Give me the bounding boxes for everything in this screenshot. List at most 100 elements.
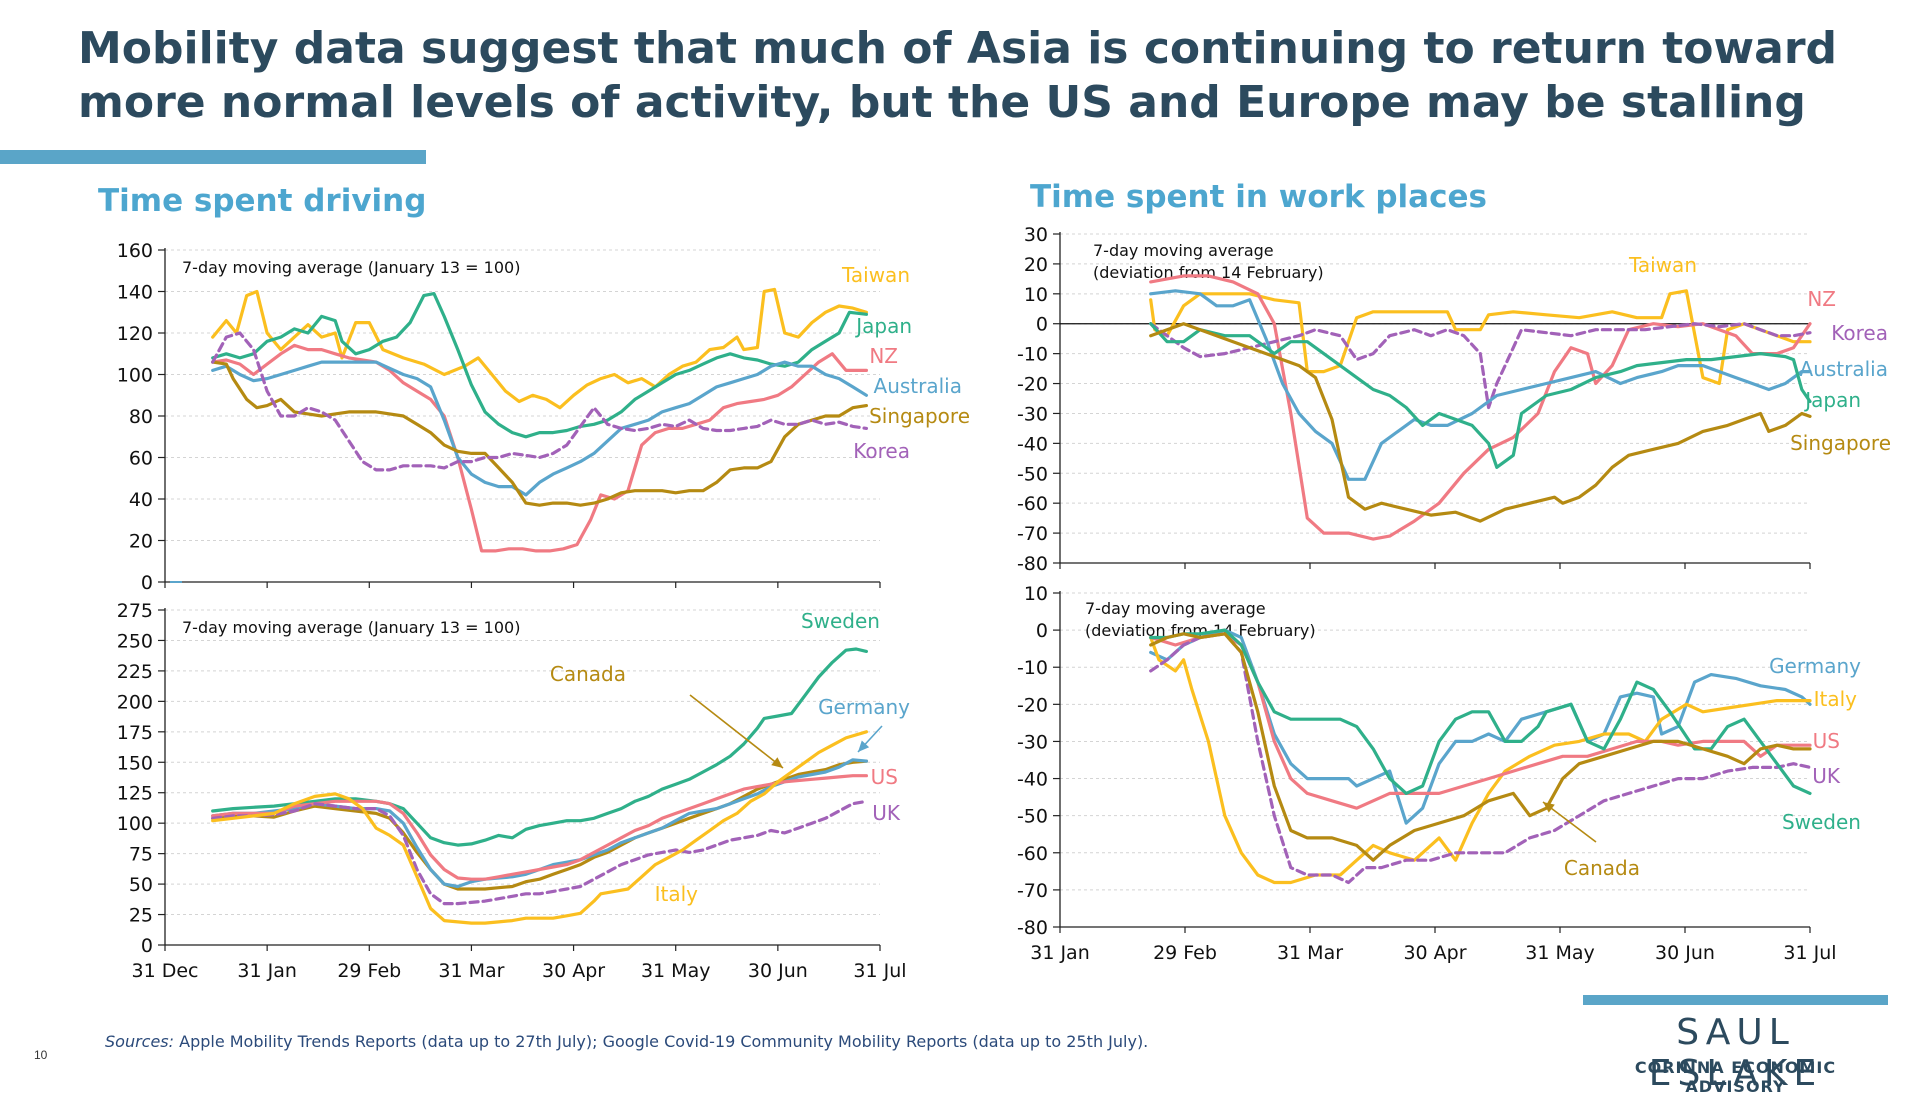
- x-tick-label: 31 Jul: [853, 960, 906, 982]
- sources-footnote: Sources: Apple Mobility Trends Reports (…: [105, 1032, 1148, 1051]
- series-label-japan: Japan: [854, 314, 912, 338]
- series-label-sweden: Sweden: [801, 609, 880, 633]
- label-arrow: [1542, 801, 1597, 843]
- series-label-sweden: Sweden: [1782, 810, 1861, 834]
- series-line-japan: [1149, 322, 1812, 469]
- chart-note: 7-day moving average: [1085, 599, 1266, 618]
- y-tick-label: 120: [117, 323, 153, 345]
- y-tick-label: -30: [1017, 403, 1048, 425]
- y-tick-label: -30: [1017, 731, 1048, 753]
- x-tick-label: 31 Jan: [1030, 942, 1090, 964]
- series-label-taiwan: Taiwan: [1628, 253, 1697, 277]
- section-title-driving: Time spent driving: [98, 183, 427, 219]
- series-line-uk: [211, 799, 868, 906]
- series-line-singapore: [1149, 322, 1812, 523]
- title-accent-bar: [0, 150, 426, 164]
- chart-note: 7-day moving average (January 13 = 100): [182, 258, 520, 277]
- y-tick-label: -10: [1017, 344, 1048, 366]
- series-label-uk: UK: [1812, 764, 1841, 788]
- slide-title: Mobility data suggest that much of Asia …: [78, 23, 1838, 128]
- x-tick-label: 30 Apr: [1403, 942, 1466, 964]
- chart-note: 7-day moving average: [1093, 241, 1274, 260]
- chart-note: 7-day moving average (January 13 = 100): [182, 618, 520, 637]
- series-line-australia: [1149, 289, 1812, 481]
- y-tick-label: -40: [1017, 769, 1048, 791]
- y-tick-label: 140: [117, 282, 153, 304]
- y-tick-label: 0: [1036, 314, 1048, 336]
- series-line-taiwan: [211, 287, 868, 410]
- series-label-japan: Japan: [1803, 388, 1861, 412]
- series-line-taiwan: [1149, 289, 1812, 386]
- series-label-australia: Australia: [874, 374, 962, 398]
- series-label-korea: Korea: [853, 439, 910, 463]
- y-tick-label: -50: [1017, 806, 1048, 828]
- series-line-korea: [211, 331, 868, 472]
- series-line-us: [211, 774, 868, 881]
- series-line-nz: [211, 343, 868, 553]
- x-tick-label: 30 Jun: [1655, 942, 1715, 964]
- series-line-uk: [1149, 632, 1812, 885]
- series-line-canada: [1149, 632, 1812, 862]
- y-tick-label: 100: [117, 365, 153, 387]
- y-tick-label: 0: [141, 572, 153, 594]
- series-label-italy: Italy: [655, 882, 699, 906]
- series-label-australia: Australia: [1800, 357, 1888, 381]
- series-line-sweden: [211, 647, 868, 847]
- series-line-germany: [1149, 628, 1812, 825]
- series-label-us: US: [1813, 729, 1840, 753]
- y-tick-label: 75: [129, 844, 153, 866]
- y-tick-label: -50: [1017, 463, 1048, 485]
- logo-accent-bar: [1583, 995, 1888, 1005]
- x-tick-label: 31 Jul: [1783, 942, 1836, 964]
- y-tick-label: -80: [1017, 553, 1048, 575]
- x-tick-label: 30 Jun: [748, 960, 808, 982]
- series-line-italy: [211, 730, 868, 925]
- label-arrow-head: [1543, 802, 1555, 813]
- series-label-canada: Canada: [1564, 856, 1640, 880]
- y-tick-label: 275: [117, 600, 153, 622]
- series-label-us: US: [871, 765, 898, 789]
- x-tick-label: 31 Jan: [237, 960, 297, 982]
- y-tick-label: -60: [1017, 493, 1048, 515]
- series-label-italy: Italy: [1814, 687, 1858, 711]
- y-tick-label: 250: [117, 630, 153, 652]
- y-tick-label: 175: [117, 722, 153, 744]
- y-tick-label: -70: [1017, 880, 1048, 902]
- y-tick-label: 150: [117, 752, 153, 774]
- x-tick-label: 31 Mar: [1277, 942, 1343, 964]
- y-tick-label: 200: [117, 691, 153, 713]
- series-label-germany: Germany: [1769, 654, 1861, 678]
- y-tick-label: 125: [117, 783, 153, 805]
- page-number: 10: [34, 1048, 48, 1062]
- series-label-nz: NZ: [1807, 287, 1836, 311]
- series-label-korea: Korea: [1831, 321, 1888, 345]
- y-tick-label: 40: [129, 489, 153, 511]
- x-tick-label: 31 May: [1525, 942, 1595, 964]
- series-line-us: [1149, 632, 1812, 810]
- y-tick-label: -40: [1017, 433, 1048, 455]
- x-tick-label: 30 Apr: [542, 960, 605, 982]
- y-tick-label: 20: [129, 531, 153, 553]
- label-arrow-head: [771, 757, 783, 768]
- sources-label: Sources:: [105, 1032, 175, 1051]
- series-line-singapore: [211, 360, 868, 507]
- chart-note: (deviation from 14 February): [1085, 621, 1316, 640]
- chart-note: (deviation from 14 February): [1093, 263, 1324, 282]
- label-arrow: [689, 694, 784, 769]
- label-arrow-head: [858, 740, 870, 752]
- x-tick-label: 29 Feb: [1153, 942, 1217, 964]
- x-tick-label: 31 Mar: [438, 960, 504, 982]
- series-label-canada: Canada: [550, 662, 626, 686]
- y-tick-label: 50: [129, 874, 153, 896]
- y-tick-label: 100: [117, 813, 153, 835]
- series-line-japan: [211, 292, 868, 439]
- sources-text: Apple Mobility Trends Reports (data up t…: [174, 1032, 1149, 1051]
- y-tick-label: 10: [1024, 284, 1048, 306]
- y-tick-label: -20: [1017, 374, 1048, 396]
- y-tick-label: -70: [1017, 523, 1048, 545]
- y-tick-label: 20: [1024, 254, 1048, 276]
- series-label-germany: Germany: [818, 695, 910, 719]
- y-tick-label: -60: [1017, 843, 1048, 865]
- series-label-singapore: Singapore: [869, 404, 970, 428]
- section-title-workplaces: Time spent in work places: [1030, 179, 1487, 215]
